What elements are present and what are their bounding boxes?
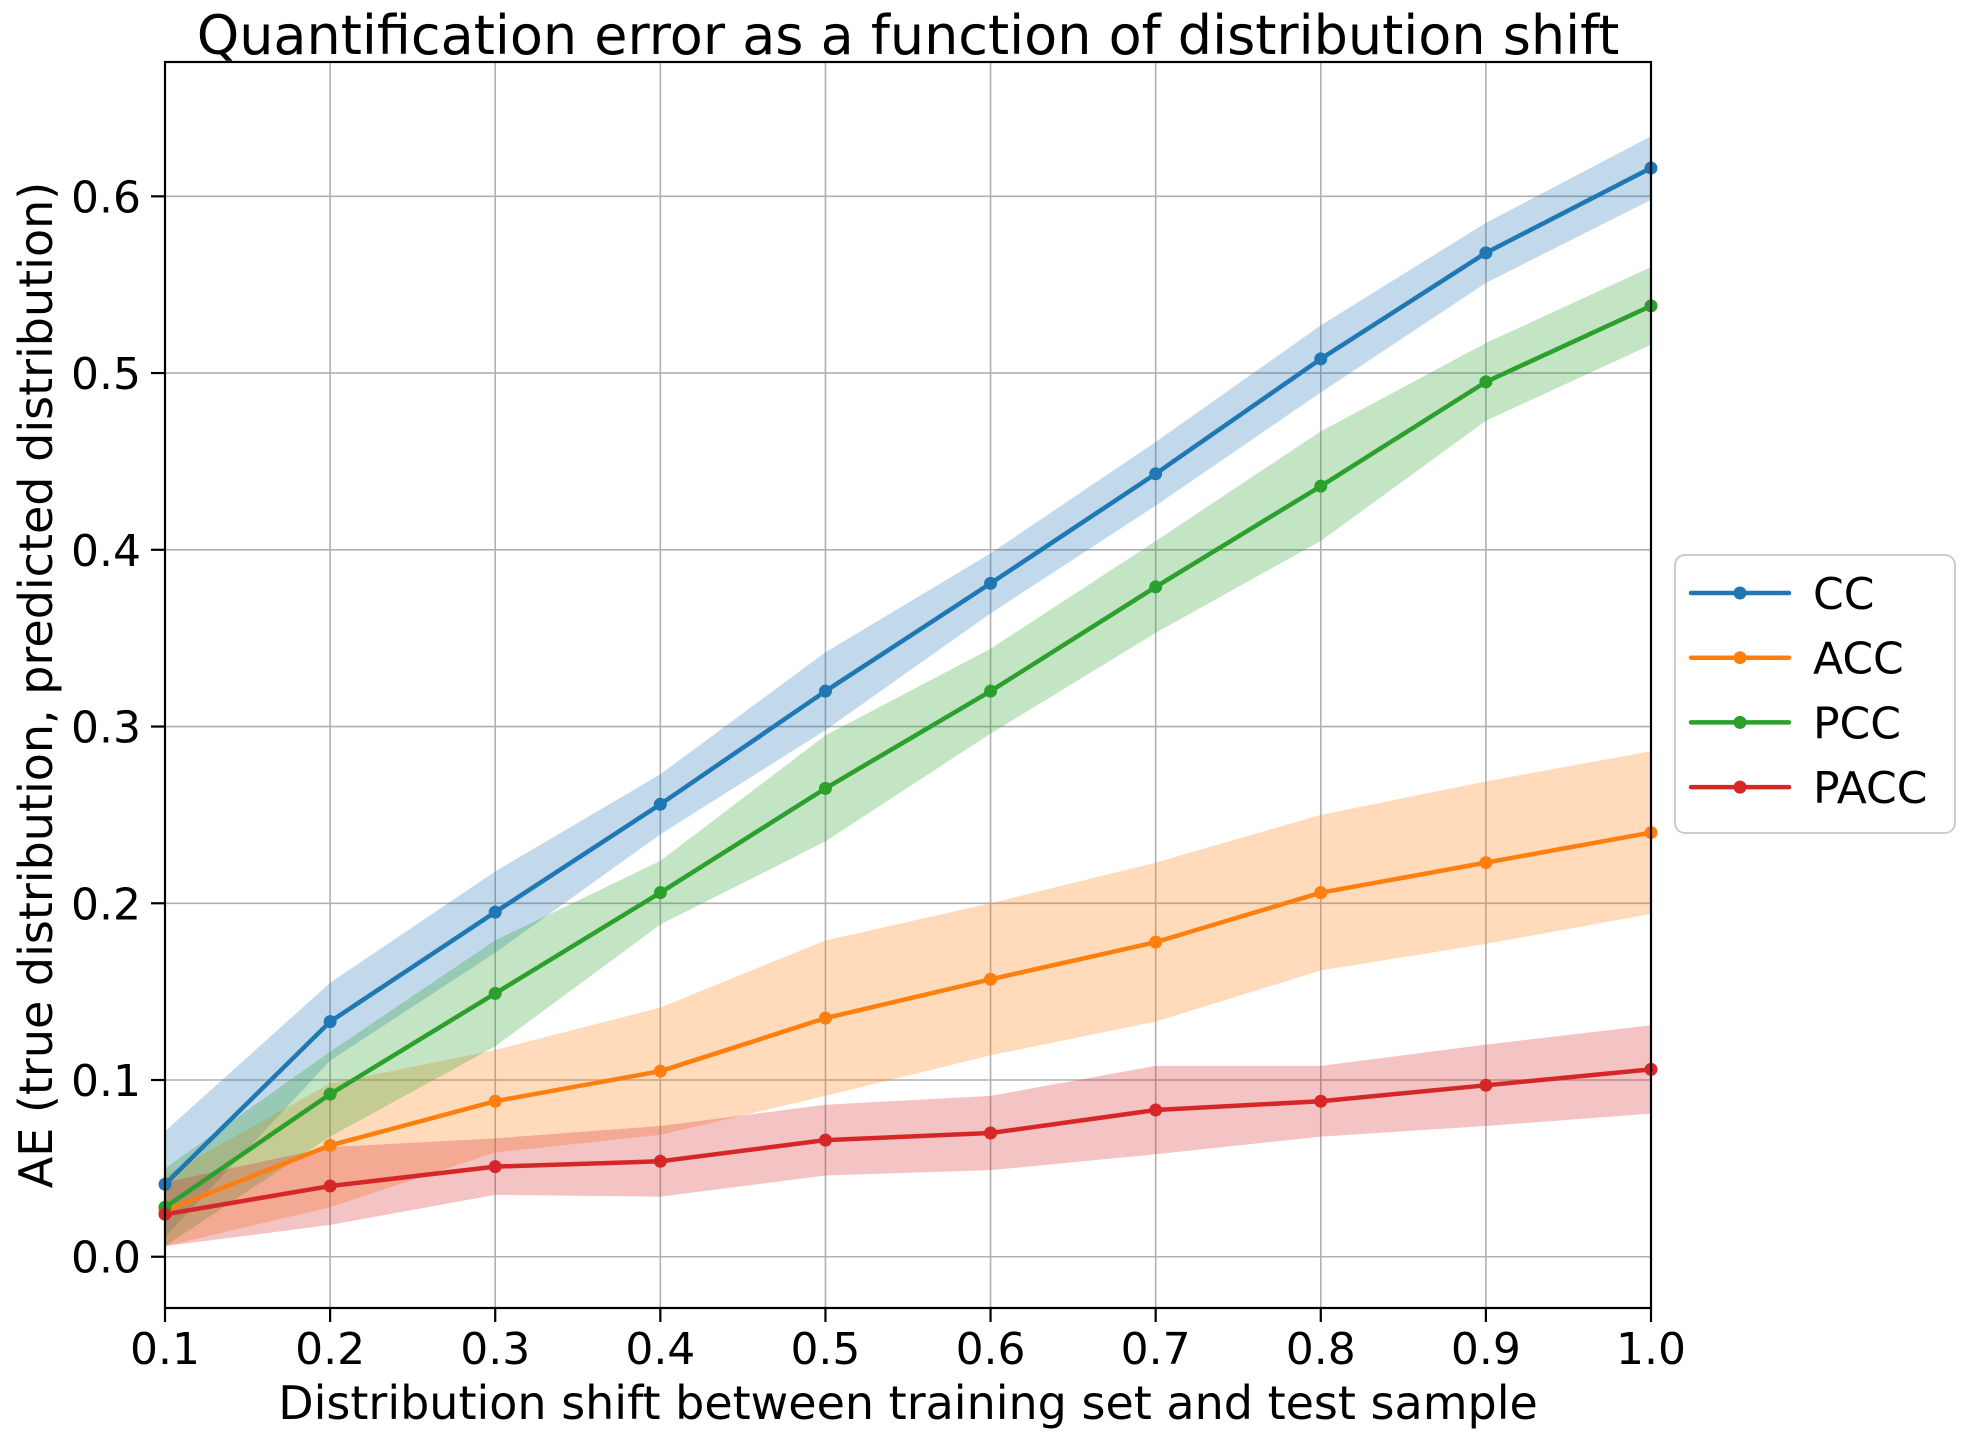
x-tick-label: 0.8 xyxy=(1286,1324,1356,1375)
legend-label-CC: CC xyxy=(1813,569,1874,620)
series-marker-CC xyxy=(1479,246,1493,260)
axes-layer xyxy=(163,60,1653,1310)
series-band-CC xyxy=(165,136,1651,1238)
x-tick-label: 0.4 xyxy=(625,1324,695,1375)
x-tick-label: 0.1 xyxy=(130,1324,200,1375)
x-tick-label: 1.0 xyxy=(1616,1324,1686,1375)
x-tick-label: 0.6 xyxy=(956,1324,1026,1375)
legend-marker-CC xyxy=(1733,586,1747,600)
series-marker-PCC xyxy=(488,986,502,1000)
series-marker-ACC xyxy=(984,972,998,986)
series-marker-ACC xyxy=(1479,856,1493,870)
series-marker-PCC xyxy=(1314,479,1328,493)
series-marker-PCC xyxy=(323,1087,337,1101)
series-marker-PACC xyxy=(323,1179,337,1193)
series-marker-CC xyxy=(488,905,502,919)
series-marker-PACC xyxy=(653,1154,667,1168)
y-tick-label: 0.5 xyxy=(71,349,141,400)
y-tick-label: 0.0 xyxy=(71,1233,141,1284)
y-tick-label: 0.4 xyxy=(71,526,141,577)
series-marker-ACC xyxy=(488,1094,502,1108)
series-marker-CC xyxy=(1314,352,1328,366)
series-marker-PCC xyxy=(818,781,832,795)
series-marker-PACC xyxy=(818,1133,832,1147)
legend-marker-PACC xyxy=(1733,780,1747,794)
series-marker-PCC xyxy=(653,886,667,900)
x-tick-label: 0.5 xyxy=(790,1324,860,1375)
series-marker-CC xyxy=(1149,467,1163,481)
series-marker-PCC xyxy=(1479,375,1493,389)
series-marker-PACC xyxy=(984,1126,998,1140)
y-tick-label: 0.2 xyxy=(71,879,141,930)
legend-label-PCC: PCC xyxy=(1813,698,1901,749)
series-marker-CC xyxy=(653,797,667,811)
x-tick-label: 0.7 xyxy=(1121,1324,1191,1375)
series-marker-PACC xyxy=(1314,1094,1328,1108)
legend-item-CC: CC xyxy=(1688,569,1874,620)
series-line-CC xyxy=(162,165,1654,1187)
series-marker-ACC xyxy=(1149,935,1163,949)
series-marker-ACC xyxy=(323,1138,337,1152)
legend: CC ACC PCC PACC xyxy=(1674,554,1956,834)
series-marker-PCC xyxy=(984,684,998,698)
series-marker-ACC xyxy=(1314,886,1328,900)
legend-item-PACC: PACC xyxy=(1688,763,1928,814)
legend-item-ACC: ACC xyxy=(1688,634,1904,685)
legend-marker-PCC xyxy=(1733,715,1747,729)
lines-layer xyxy=(162,165,1654,1217)
series-marker-ACC xyxy=(653,1064,667,1078)
y-tick-label: 0.1 xyxy=(71,1056,141,1107)
ticks-layer: 0.1 0.2 0.3 0.4 0.5 0.6 0.7 0.8 0.9 1.0 0.0 0.1 0.2 0… xyxy=(71,172,1686,1375)
plot-border xyxy=(163,60,1653,1310)
y-tick-label: 0.3 xyxy=(71,703,141,754)
series-marker-PACC xyxy=(488,1160,502,1174)
legend-item-PCC: PCC xyxy=(1688,698,1901,749)
series-marker-PCC xyxy=(1149,580,1163,594)
series-marker-CC xyxy=(984,576,998,590)
series-line-PCC xyxy=(162,303,1654,1210)
y-tick-label: 0.6 xyxy=(71,172,141,223)
series-marker-PACC xyxy=(1149,1103,1163,1117)
legend-label-ACC: ACC xyxy=(1813,634,1904,685)
series-marker-CC xyxy=(818,684,832,698)
x-tick-label: 0.3 xyxy=(460,1324,530,1375)
y-axis-label: AE (true distribution, predicted distrib… xyxy=(9,182,63,1188)
series-line-PACC xyxy=(162,1067,1654,1217)
series-marker-CC xyxy=(323,1015,337,1029)
legend-marker-ACC xyxy=(1733,651,1747,665)
x-tick-label: 0.2 xyxy=(295,1324,365,1375)
legend-box xyxy=(1674,554,1956,834)
series-marker-PACC xyxy=(1479,1078,1493,1092)
legend-label-PACC: PACC xyxy=(1813,763,1928,814)
x-axis-label: Distribution shift between training set … xyxy=(278,1376,1538,1430)
series-marker-ACC xyxy=(818,1011,832,1025)
series-line-ACC xyxy=(162,830,1654,1214)
x-tick-label: 0.9 xyxy=(1451,1324,1521,1375)
chart-title: Quantification error as a function of di… xyxy=(197,4,1620,67)
